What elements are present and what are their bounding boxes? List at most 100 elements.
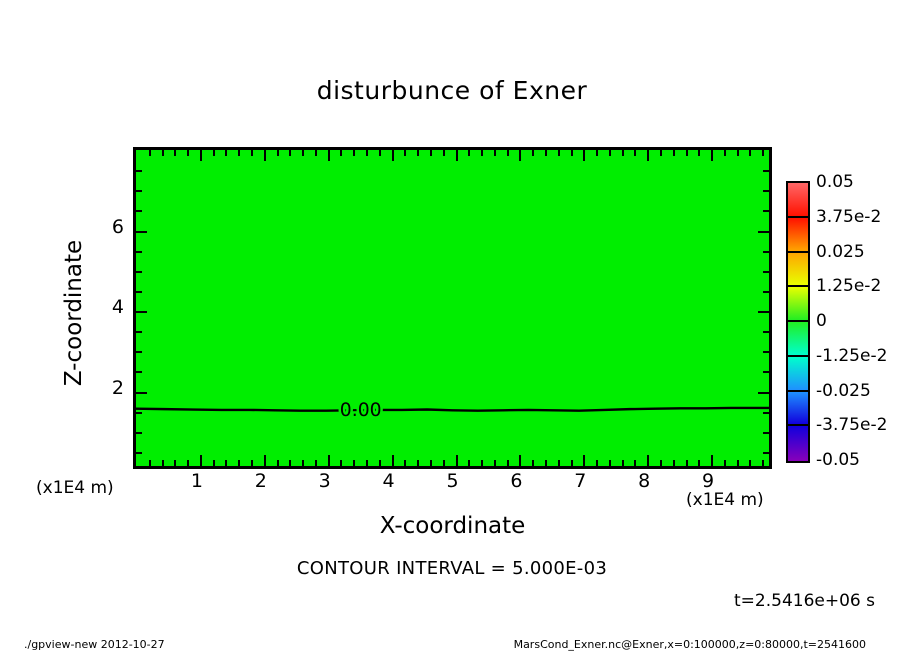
tick-mark [136, 451, 142, 454]
tick-mark [736, 460, 739, 466]
tick-mark [327, 150, 330, 161]
tick-mark [391, 150, 394, 161]
tick-mark [544, 460, 547, 466]
x-tick-label: 2 [254, 470, 267, 492]
tick-mark [621, 150, 624, 156]
tick-mark [136, 230, 147, 233]
tick-mark [758, 311, 769, 313]
tick-mark [763, 431, 769, 434]
tick-mark [238, 150, 241, 156]
tick-mark [763, 270, 769, 273]
tick-mark [327, 455, 330, 466]
tick-mark [634, 460, 637, 466]
x-tick-label: 8 [638, 470, 651, 492]
tick-mark [251, 460, 254, 466]
tick-mark [583, 150, 586, 161]
tick-mark [763, 411, 769, 414]
tick-mark [353, 460, 356, 466]
tick-mark [758, 230, 769, 233]
tick-mark [404, 150, 407, 156]
tick-mark [698, 150, 701, 156]
contour-value-label: 0.00 [340, 400, 382, 421]
tick-mark [187, 150, 190, 156]
colorbar-tick-label: 0 [816, 311, 827, 331]
footer-command-label: ./gpview-new 2012-10-27 [24, 638, 165, 651]
tick-mark [749, 460, 752, 466]
tick-mark [136, 270, 142, 273]
colorbar [786, 181, 810, 463]
tick-mark [557, 150, 560, 156]
colorbar-band [788, 252, 808, 288]
tick-mark [148, 150, 151, 156]
tick-mark [263, 455, 266, 466]
tick-mark [161, 460, 164, 466]
tick-mark [455, 455, 458, 466]
tick-mark [763, 210, 769, 213]
plot-canvas: 0.00 [133, 147, 772, 469]
tick-mark [481, 460, 484, 466]
tick-mark [723, 150, 726, 156]
tick-mark [136, 431, 142, 434]
colorbar-band [788, 426, 808, 461]
colorbar-band [788, 287, 808, 322]
tick-mark [378, 150, 381, 156]
tick-mark [506, 460, 509, 466]
tick-mark [762, 460, 765, 466]
tick-mark [353, 150, 356, 156]
tick-mark [647, 150, 650, 161]
tick-mark [711, 455, 714, 466]
tick-mark [366, 460, 369, 466]
tick-mark [199, 150, 202, 161]
tick-mark [212, 460, 215, 466]
tick-mark [302, 460, 305, 466]
tick-mark [136, 170, 142, 173]
tick-mark [698, 460, 701, 466]
tick-mark [659, 150, 662, 156]
tick-mark [659, 460, 662, 466]
tick-mark [225, 150, 228, 156]
colorbar-tick-label: 1.25e-2 [816, 276, 882, 297]
tick-mark [596, 150, 599, 156]
tick-mark [763, 250, 769, 253]
tick-mark [378, 460, 381, 466]
colorbar-tick-label: 0.025 [816, 241, 865, 262]
tick-mark [634, 150, 637, 156]
tick-mark [570, 460, 573, 466]
tick-mark [417, 150, 420, 156]
x-tick-label: 1 [190, 470, 203, 492]
tick-mark [314, 460, 317, 466]
tick-mark [763, 170, 769, 173]
tick-mark [238, 460, 241, 466]
tick-mark [289, 460, 292, 466]
tick-mark [404, 460, 407, 466]
tick-mark [391, 455, 394, 466]
tick-mark [199, 455, 202, 466]
tick-mark [161, 150, 164, 156]
tick-mark [506, 150, 509, 156]
tick-mark [519, 455, 522, 466]
tick-mark [519, 150, 522, 161]
tick-mark [608, 150, 611, 156]
colorbar-tick-label: -1.25e-2 [816, 345, 888, 366]
tick-mark [763, 190, 769, 193]
tick-mark [685, 460, 688, 466]
x-tick-label: 4 [382, 470, 395, 492]
tick-mark [455, 150, 458, 161]
x-tick-label: 6 [510, 470, 523, 492]
tick-mark [289, 150, 292, 156]
colorbar-tick-label: -0.05 [816, 450, 860, 470]
tick-mark [672, 150, 675, 156]
colorbar-band [788, 322, 808, 357]
tick-mark [621, 460, 624, 466]
tick-mark [136, 351, 142, 354]
time-annotation: t=2.5416e+06 s [734, 591, 875, 611]
x-unit-label-right: (x1E4 m) [686, 490, 764, 510]
tick-mark [225, 460, 228, 466]
tick-mark [672, 460, 675, 466]
tick-mark [557, 460, 560, 466]
x-tick-label: 7 [574, 470, 587, 492]
x-axis-title: X-coordinate [379, 513, 526, 539]
contour-line-zero [136, 408, 769, 411]
tick-mark [429, 150, 432, 156]
tick-mark [544, 150, 547, 156]
